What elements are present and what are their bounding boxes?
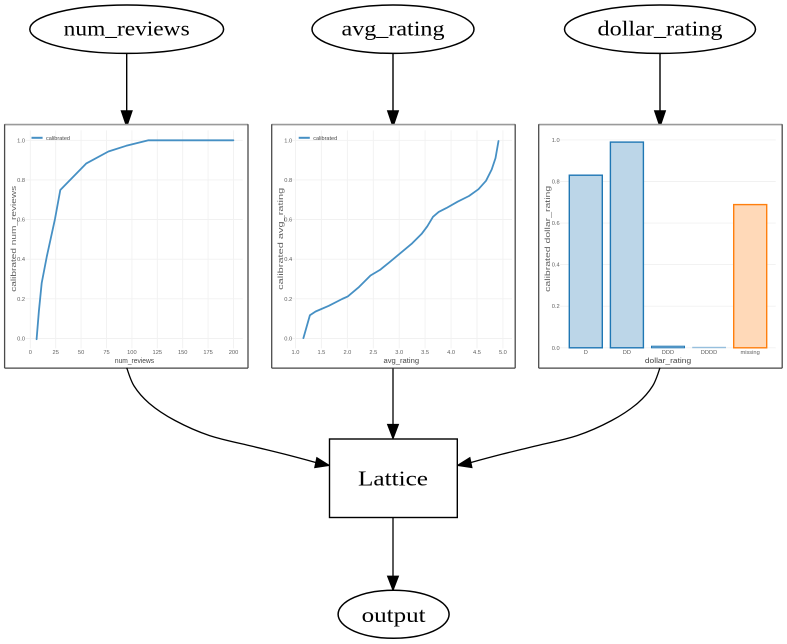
svg-text:0.8: 0.8 <box>284 178 292 184</box>
svg-text:calibrated dollar_rating: calibrated dollar_rating <box>543 186 552 292</box>
svg-text:missing: missing <box>740 350 759 356</box>
svg-text:1.0: 1.0 <box>17 138 25 144</box>
svg-text:num_reviews: num_reviews <box>64 16 190 40</box>
svg-text:calibrated: calibrated <box>313 136 337 142</box>
svg-text:dollar_rating: dollar_rating <box>645 358 691 365</box>
svg-text:dollar_rating: dollar_rating <box>598 16 724 40</box>
svg-text:175: 175 <box>203 350 213 356</box>
svg-text:4.5: 4.5 <box>473 350 481 356</box>
svg-text:0.6: 0.6 <box>552 221 560 227</box>
svg-text:25: 25 <box>53 350 59 356</box>
svg-text:2.0: 2.0 <box>343 350 351 356</box>
svg-text:Lattice: Lattice <box>358 467 428 491</box>
svg-text:0.6: 0.6 <box>17 218 25 224</box>
svg-text:0.8: 0.8 <box>17 178 25 184</box>
svg-text:125: 125 <box>153 350 163 356</box>
svg-text:0.4: 0.4 <box>17 257 25 263</box>
svg-text:100: 100 <box>127 350 137 356</box>
svg-text:1.0: 1.0 <box>552 138 560 144</box>
svg-text:1.0: 1.0 <box>292 350 300 356</box>
svg-text:0.6: 0.6 <box>284 218 292 224</box>
svg-text:DD: DD <box>623 350 631 356</box>
svg-text:1.5: 1.5 <box>317 350 325 356</box>
svg-text:0.2: 0.2 <box>17 297 25 303</box>
svg-text:0.2: 0.2 <box>284 297 292 303</box>
svg-text:output: output <box>362 603 426 627</box>
svg-text:DDD: DDD <box>662 350 674 356</box>
svg-text:calibrated num_reviews: calibrated num_reviews <box>9 186 18 292</box>
svg-text:DDDD: DDDD <box>701 350 717 356</box>
svg-text:0.0: 0.0 <box>17 337 25 343</box>
svg-text:D: D <box>584 350 588 356</box>
svg-text:200: 200 <box>229 350 239 356</box>
svg-text:calibrated: calibrated <box>46 136 70 142</box>
svg-text:0.4: 0.4 <box>284 257 292 263</box>
svg-text:75: 75 <box>103 350 109 356</box>
svg-text:4.0: 4.0 <box>447 350 455 356</box>
svg-text:50: 50 <box>78 350 84 356</box>
svg-text:0.8: 0.8 <box>552 180 560 186</box>
svg-text:num_reviews: num_reviews <box>115 358 155 365</box>
svg-text:3.0: 3.0 <box>395 350 403 356</box>
svg-text:0: 0 <box>29 350 32 356</box>
svg-text:0.2: 0.2 <box>552 304 560 310</box>
svg-text:avg_rating: avg_rating <box>384 358 420 365</box>
svg-text:3.5: 3.5 <box>421 350 429 356</box>
svg-text:0.0: 0.0 <box>552 346 560 352</box>
svg-text:0.0: 0.0 <box>284 337 292 343</box>
svg-text:1.0: 1.0 <box>284 138 292 144</box>
svg-text:5.0: 5.0 <box>499 350 507 356</box>
svg-text:avg_rating: avg_rating <box>342 16 446 40</box>
svg-text:calibrated avg_rating: calibrated avg_rating <box>276 188 285 290</box>
svg-text:150: 150 <box>178 350 188 356</box>
svg-text:0.4: 0.4 <box>552 263 560 269</box>
svg-text:2.5: 2.5 <box>369 350 377 356</box>
